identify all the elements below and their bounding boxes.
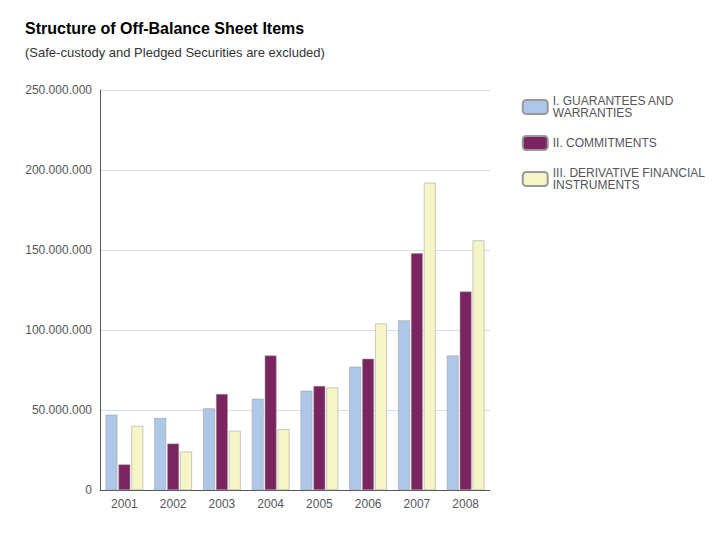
- svg-text:100.000.000: 100.000.000: [25, 323, 92, 337]
- svg-text:50.000.000: 50.000.000: [32, 403, 92, 417]
- svg-text:Structure of Off-Balance Sheet: Structure of Off-Balance Sheet Items: [25, 20, 304, 37]
- svg-text:WARRANTIES: WARRANTIES: [553, 106, 633, 120]
- svg-text:250.000.000: 250.000.000: [25, 83, 92, 97]
- svg-text:2008: 2008: [452, 497, 479, 511]
- svg-text:2005: 2005: [306, 497, 333, 511]
- svg-text:150.000.000: 150.000.000: [25, 243, 92, 257]
- svg-text:2004: 2004: [257, 497, 284, 511]
- svg-text:2006: 2006: [355, 497, 382, 511]
- svg-text:I. GUARANTEES AND: I. GUARANTEES AND: [552, 94, 674, 108]
- svg-text:200.000.000: 200.000.000: [25, 163, 92, 177]
- svg-text:(Safe-custody and Pledged Secu: (Safe-custody and Pledged Securities are…: [25, 45, 325, 60]
- svg-text:2002: 2002: [160, 497, 187, 511]
- svg-text:2003: 2003: [209, 497, 236, 511]
- svg-text:2007: 2007: [404, 497, 431, 511]
- svg-text:II. COMMITMENTS: II. COMMITMENTS: [553, 136, 657, 150]
- svg-text:0: 0: [85, 483, 92, 497]
- svg-text:INSTRUMENTS: INSTRUMENTS: [553, 178, 640, 192]
- svg-text:2001: 2001: [111, 497, 138, 511]
- svg-text:III. DERIVATIVE FINANCIAL: III. DERIVATIVE FINANCIAL: [552, 166, 705, 180]
